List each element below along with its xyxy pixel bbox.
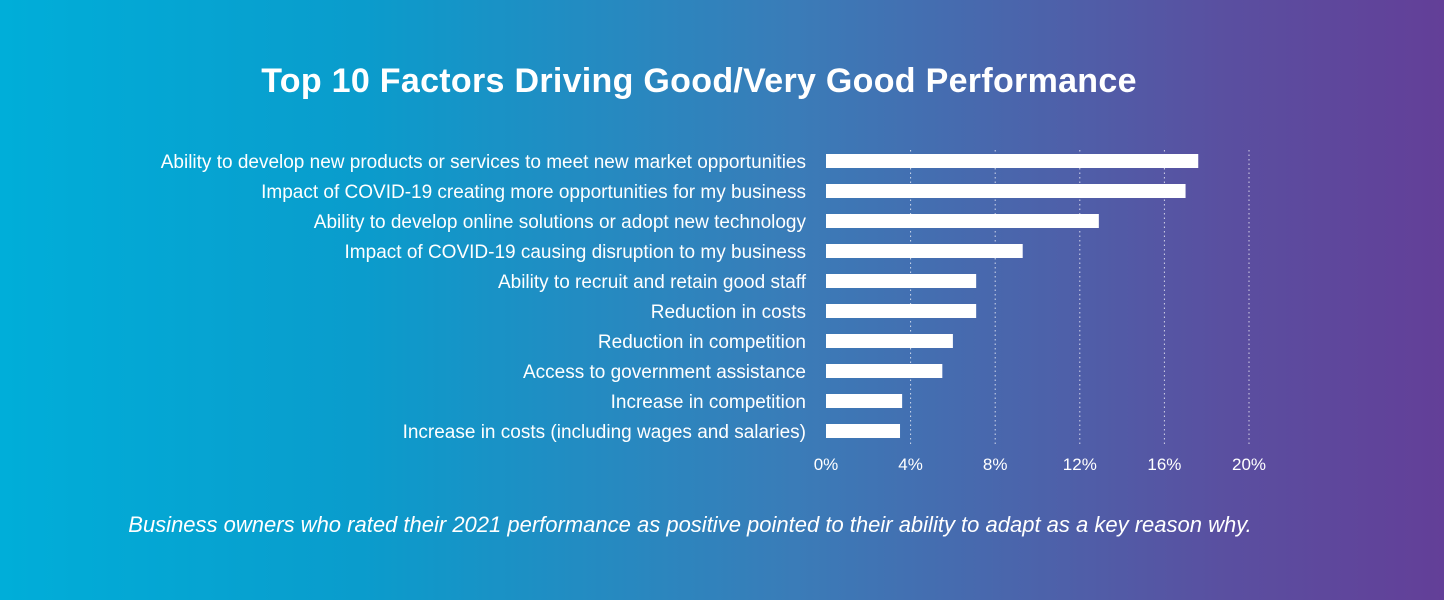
category-label: Reduction in costs xyxy=(651,302,806,323)
category-label: Reduction in competition xyxy=(598,332,806,353)
x-tick-label: 8% xyxy=(983,455,1008,474)
category-label: Ability to recruit and retain good staff xyxy=(498,272,807,293)
bar xyxy=(826,154,1199,168)
category-label: Impact of COVID-19 creating more opportu… xyxy=(261,182,806,203)
x-tick-label: 20% xyxy=(1232,455,1266,474)
bar xyxy=(826,364,943,378)
bar xyxy=(826,394,903,408)
category-label: Ability to develop new products or servi… xyxy=(161,152,806,173)
bar xyxy=(826,304,977,318)
bar xyxy=(826,424,901,438)
x-tick-label: 0% xyxy=(814,455,839,474)
bar xyxy=(826,274,977,288)
bar xyxy=(826,214,1099,228)
category-label: Ability to develop online solutions or a… xyxy=(314,212,807,233)
x-tick-labels: 0% 4% 8% 12% 16% 20% xyxy=(814,455,1266,474)
bar xyxy=(826,334,953,348)
category-label: Increase in competition xyxy=(611,392,806,413)
bar xyxy=(826,244,1023,258)
bars xyxy=(826,154,1199,438)
chart-title: Top 10 Factors Driving Good/Very Good Pe… xyxy=(261,62,1137,100)
category-label: Increase in costs (including wages and s… xyxy=(403,422,806,443)
x-tick-label: 4% xyxy=(898,455,923,474)
bar xyxy=(826,184,1186,198)
category-label: Access to government assistance xyxy=(523,362,806,383)
caption: Business owners who rated their 2021 per… xyxy=(128,512,1252,537)
x-tick-label: 12% xyxy=(1063,455,1097,474)
category-labels: Ability to develop new products or servi… xyxy=(161,152,807,443)
x-tick-label: 16% xyxy=(1147,455,1181,474)
category-label: Impact of COVID-19 causing disruption to… xyxy=(345,242,806,263)
